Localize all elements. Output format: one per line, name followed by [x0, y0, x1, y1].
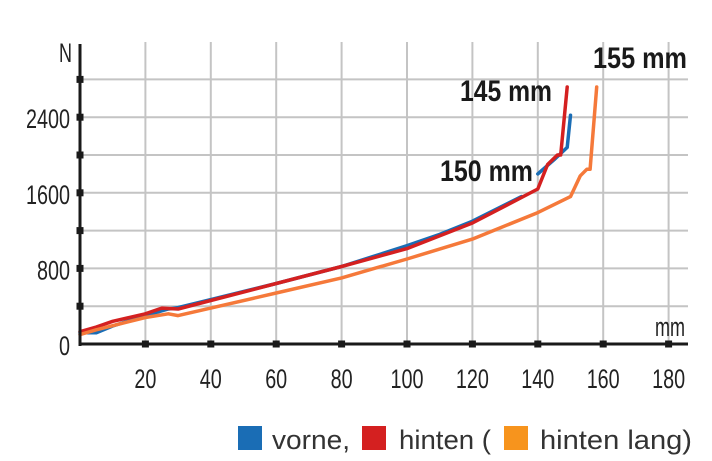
- legend-label-hinten-lang: hinten lang): [540, 425, 692, 455]
- x-tick-mark: [207, 340, 215, 348]
- x-axis-label: mm: [655, 312, 685, 342]
- tick-labels: 20 40 60 80 100 120 140 160 180 0 800 1600 2400: [26, 104, 685, 394]
- x-tick-mark: [272, 340, 280, 348]
- x-tick-mark: [534, 340, 542, 348]
- y-tick-label: 800: [37, 255, 70, 285]
- y-tick-label: 1600: [26, 180, 70, 210]
- axes: [76, 44, 688, 348]
- annotation-155mm: 155 mm: [593, 42, 687, 75]
- legend-swatch-vorne: [238, 426, 262, 450]
- y-tick-mark: [76, 227, 84, 235]
- y-tick-mark: [76, 113, 84, 121]
- x-tick-label: 140: [521, 364, 554, 394]
- series-lines: [78, 85, 599, 337]
- x-tick-label: 180: [652, 364, 685, 394]
- annotation-150mm: 150 mm: [440, 155, 533, 188]
- y-tick-mark: [76, 302, 84, 310]
- y-tick-mark: [76, 75, 84, 83]
- x-tick-mark: [403, 340, 411, 348]
- grid: [80, 42, 688, 344]
- x-tick-label: 60: [265, 364, 287, 394]
- x-tick-mark: [665, 340, 673, 348]
- x-tick-mark: [338, 340, 346, 348]
- series-line-1: [536, 113, 573, 176]
- x-tick-label: 100: [391, 364, 424, 394]
- annotation-145mm: 145 mm: [460, 75, 552, 108]
- series-line-3: [78, 85, 599, 337]
- y-tick-mark: [76, 264, 84, 272]
- x-tick-mark: [599, 340, 607, 348]
- y-tick-label: 0: [59, 331, 70, 361]
- series-line-2: [78, 85, 569, 334]
- legend-label-hinten: hinten (: [399, 425, 491, 455]
- legend-label-vorne: vorne,: [272, 425, 350, 455]
- x-tick-mark: [468, 340, 476, 348]
- x-tick-mark: [141, 340, 149, 348]
- y-tick-mark: [76, 189, 84, 197]
- legend-swatch-hinten: [362, 426, 386, 450]
- x-tick-label: 120: [456, 364, 489, 394]
- legend: vorne, hinten ( hinten lang): [238, 425, 692, 455]
- y-tick-mark: [76, 151, 84, 159]
- legend-swatch-hinten-lang: [504, 426, 528, 450]
- x-tick-label: 20: [134, 364, 156, 394]
- x-tick-label: 80: [331, 364, 353, 394]
- x-tick-label: 40: [200, 364, 222, 394]
- y-tick-label: 2400: [26, 104, 70, 134]
- y-axis-label: N: [59, 38, 72, 68]
- x-tick-label: 160: [587, 364, 620, 394]
